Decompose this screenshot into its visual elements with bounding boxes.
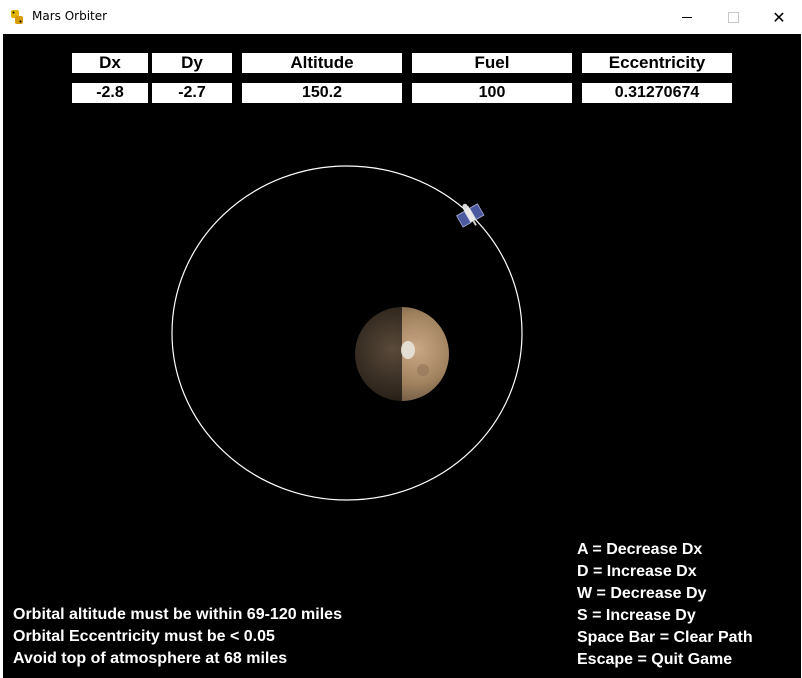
orbit-scene (171, 165, 523, 501)
window-title: Mars Orbiter (32, 9, 108, 23)
orbit-path (171, 165, 523, 501)
fuel-header: Fuel (412, 53, 572, 73)
python-snake-icon (11, 10, 23, 24)
altitude-value: 150.2 (242, 83, 402, 103)
dx-header: Dx (72, 53, 148, 73)
maximize-icon (727, 11, 739, 23)
game-canvas[interactable]: Dx Dy Altitude Fuel Eccentricity -2.8 -2… (3, 34, 801, 678)
control-hint: W = Decrease Dy (577, 585, 707, 602)
control-hint: Escape = Quit Game (577, 651, 733, 668)
minimize-icon (682, 16, 692, 18)
control-hint: D = Increase Dx (577, 563, 697, 580)
window-titlebar[interactable]: Mars Orbiter ✕ (0, 0, 802, 34)
instruction-line: Avoid top of atmosphere at 68 miles (13, 650, 288, 667)
eccentricity-value: 0.31270674 (582, 83, 732, 103)
altitude-header: Altitude (242, 53, 402, 73)
minimize-button[interactable] (664, 0, 710, 34)
close-icon: ✕ (772, 7, 786, 27)
dy-value: -2.7 (152, 83, 232, 103)
instruction-line: Orbital Eccentricity must be < 0.05 (13, 628, 275, 645)
eccentricity-header: Eccentricity (582, 53, 732, 73)
mars-planet (355, 307, 449, 401)
control-hint: S = Increase Dy (577, 607, 696, 624)
instruction-line: Orbital altitude must be within 69-120 m… (13, 606, 342, 623)
dx-value: -2.8 (72, 83, 148, 103)
satellite-icon (456, 203, 485, 228)
close-button[interactable]: ✕ (756, 0, 802, 34)
maximize-button[interactable] (710, 0, 756, 34)
fuel-value: 100 (412, 83, 572, 103)
control-hint: Space Bar = Clear Path (577, 629, 753, 646)
control-hint: A = Decrease Dx (577, 541, 703, 558)
dy-header: Dy (152, 53, 232, 73)
